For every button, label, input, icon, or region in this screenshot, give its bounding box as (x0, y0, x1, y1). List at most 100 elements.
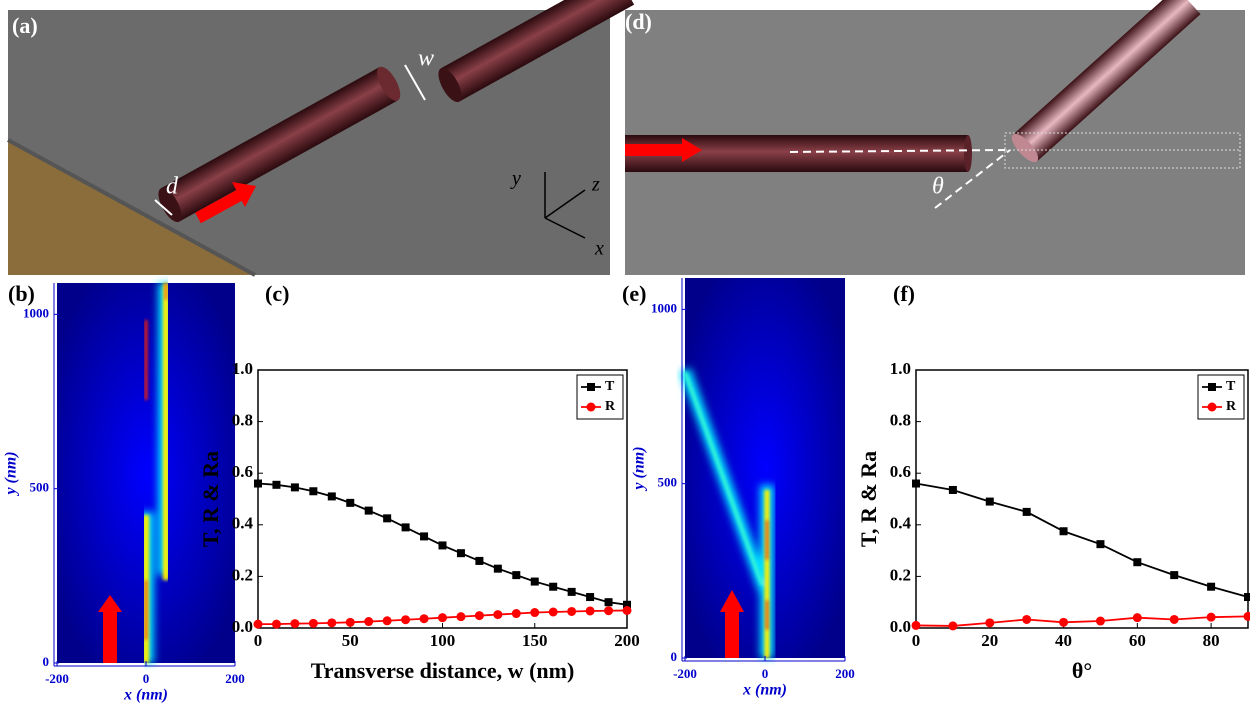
x-tick-label: 150 (522, 631, 548, 650)
legend-marker (1208, 383, 1216, 391)
marker (254, 480, 262, 488)
y-tick-label: 1000 (651, 300, 677, 315)
label: θ (932, 174, 944, 200)
label: w (418, 46, 434, 72)
marker (986, 498, 994, 506)
marker (623, 606, 632, 615)
marker (1244, 612, 1250, 621)
x-tick-label: 200 (614, 631, 640, 650)
y-tick-label: 0.8 (232, 411, 253, 430)
marker (604, 606, 613, 615)
marker (309, 487, 317, 495)
marker (1133, 558, 1141, 566)
legend-marker (587, 403, 596, 412)
marker (291, 483, 299, 491)
panel-label: (d) (625, 9, 652, 34)
legend-marker (1208, 403, 1217, 412)
legend (1198, 375, 1244, 419)
marker (586, 606, 595, 615)
marker (530, 608, 539, 617)
marker (949, 486, 957, 494)
x-tick-label: 0 (254, 631, 263, 650)
panel-label: (e) (622, 281, 646, 306)
y-axis-title: y (nm) (631, 446, 648, 491)
marker (1207, 583, 1215, 591)
marker (1096, 617, 1105, 626)
x-tick-label: 0 (143, 671, 150, 686)
x-tick-label: 40 (1055, 631, 1072, 650)
marker (912, 480, 920, 488)
marker (346, 499, 354, 507)
marker (512, 609, 521, 618)
x-tick-label: 20 (981, 631, 998, 650)
marker (494, 565, 502, 573)
marker (383, 514, 391, 522)
x-tick-label: -200 (45, 671, 69, 686)
marker (402, 523, 410, 531)
marker (420, 614, 429, 623)
marker (290, 619, 299, 628)
label: d (166, 174, 179, 200)
panel-label: (f) (893, 281, 915, 306)
marker (493, 610, 502, 619)
y-tick-label: 1000 (23, 305, 49, 320)
x-tick-label: 100 (430, 631, 456, 650)
panel-label: (b) (8, 281, 35, 306)
marker (475, 611, 484, 620)
x-tick-label: 0 (762, 666, 769, 681)
panel-label: (c) (265, 281, 289, 306)
marker (549, 608, 558, 617)
legend (577, 375, 623, 419)
marker (327, 618, 336, 627)
marker (605, 598, 613, 606)
y-axis-title: y (nm) (3, 451, 20, 496)
y-tick-label: 0 (671, 649, 678, 664)
x-tick-label: 80 (1203, 631, 1220, 650)
x-tick-label: 200 (225, 671, 245, 686)
marker (401, 615, 410, 624)
marker (1096, 540, 1104, 548)
y-tick-label: 0.6 (232, 462, 253, 481)
marker (456, 612, 465, 621)
marker (475, 557, 483, 565)
render-d: (d) θ (625, 0, 1245, 275)
marker (328, 492, 336, 500)
marker (364, 617, 373, 626)
series-line (916, 484, 1248, 598)
y-tick-label: 0.2 (890, 565, 911, 584)
marker (272, 481, 280, 489)
marker (549, 583, 557, 591)
marker (1059, 618, 1068, 627)
x-axis-title: x (nm) (123, 687, 168, 704)
y-axis-title: T, R & Ra (198, 451, 223, 547)
marker (309, 619, 318, 628)
x-tick-label: 200 (835, 666, 855, 681)
x-axis-title: Transverse distance, w (nm) (311, 658, 575, 683)
x-tick-label: 0 (912, 631, 921, 650)
y-tick-label: 0.4 (232, 514, 254, 533)
y-tick-label: 0.6 (890, 462, 911, 481)
x-tick-label: 60 (1129, 631, 1146, 650)
x-tick-label: 50 (342, 631, 359, 650)
marker (1060, 527, 1068, 535)
marker (985, 618, 994, 627)
marker (586, 593, 594, 601)
marker (383, 616, 392, 625)
marker (1023, 508, 1031, 516)
marker (512, 571, 520, 579)
axis-label: x (594, 238, 604, 260)
marker (948, 621, 957, 630)
legend-label: T (605, 379, 615, 394)
axis-label: z (591, 174, 600, 196)
render-a: (a) w d y z x (8, 0, 634, 275)
panel-label: (a) (12, 13, 38, 38)
legend-label: R (605, 399, 616, 414)
legend-label: R (1226, 399, 1237, 414)
y-tick-label: 500 (30, 480, 50, 495)
marker (568, 588, 576, 596)
y-tick-label: 1.0 (232, 359, 253, 378)
marker (438, 613, 447, 622)
y-tick-label: 0.8 (890, 411, 911, 430)
marker (1244, 593, 1250, 601)
